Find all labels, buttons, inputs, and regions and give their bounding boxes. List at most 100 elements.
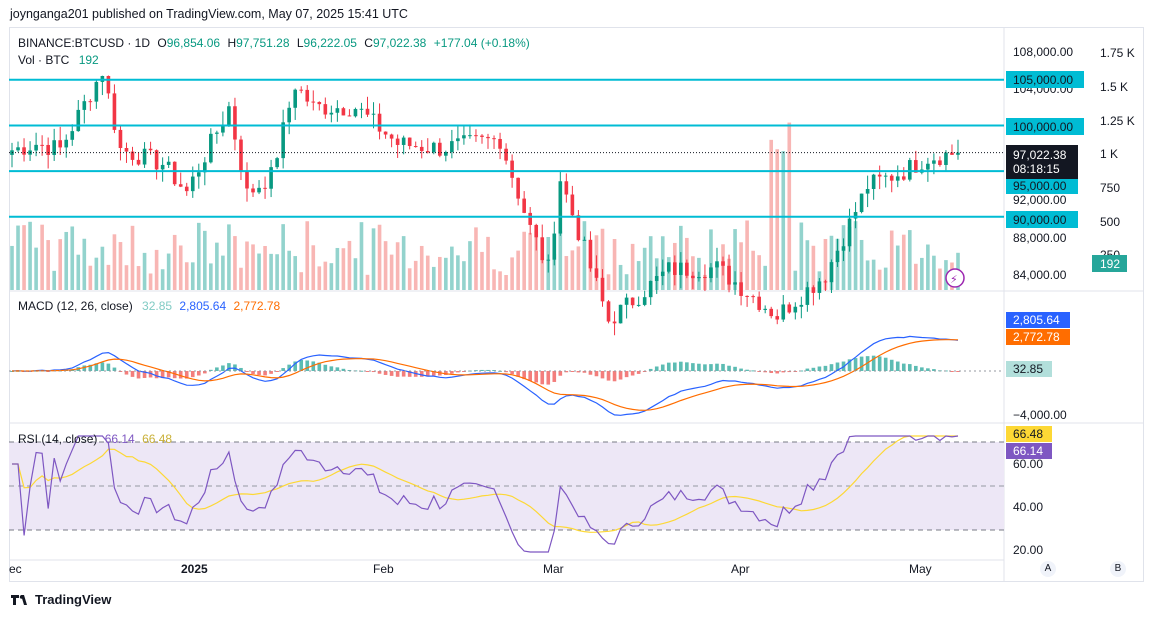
candle-body <box>679 262 683 275</box>
volume-bar <box>492 269 496 290</box>
candle-body <box>335 108 340 113</box>
candle-body <box>112 93 117 130</box>
macd-title[interactable]: MACD (12, 26, close) <box>18 299 133 313</box>
candle-body <box>305 89 310 102</box>
volume-bar <box>269 253 273 290</box>
candle-body <box>944 152 948 165</box>
lightning-icon[interactable] <box>945 268 965 288</box>
candle-body <box>853 212 858 219</box>
macd-hist-bar <box>178 371 183 379</box>
volume-bar <box>365 274 370 290</box>
candle-body <box>474 135 478 137</box>
macd-hist-bar <box>666 362 671 371</box>
tradingview-logo[interactable]: TradingView <box>10 592 111 607</box>
candle-body <box>70 131 75 140</box>
candle-body <box>154 150 159 170</box>
macd-hist-bar <box>799 370 804 372</box>
level-tag-95000 <box>1006 177 1078 194</box>
candle-body <box>895 176 900 181</box>
macd-hist-bar <box>715 363 719 371</box>
candle-body <box>883 175 888 177</box>
open-value: 96,854.06 <box>166 36 221 50</box>
candle-body <box>209 133 213 163</box>
volume-bar <box>606 274 611 290</box>
candle-body <box>389 134 394 139</box>
volume-bar <box>576 246 581 290</box>
macd-hist-bar <box>263 371 267 376</box>
macd-hist-bar <box>636 371 641 374</box>
macd-hist-bar <box>94 363 99 371</box>
macd-hist-bar <box>781 371 786 373</box>
volume-tick: 1.25 K <box>1100 114 1135 128</box>
candle-body <box>196 172 201 177</box>
macd-hist-bar <box>431 371 436 376</box>
macd-hist-bar <box>142 371 147 378</box>
volume-bar <box>299 272 304 290</box>
auto-scale-button[interactable]: A <box>1040 561 1056 577</box>
candle-body <box>745 295 749 297</box>
volume-bar <box>799 222 804 290</box>
candle-body <box>438 142 442 156</box>
candle-body <box>847 218 852 247</box>
rsi-ma-tag <box>1006 426 1052 442</box>
candle-body <box>516 177 520 199</box>
volume-bar <box>34 247 38 290</box>
candle-body <box>251 188 255 193</box>
volume-bar <box>142 252 147 290</box>
candle-body <box>462 135 466 139</box>
candle-body <box>715 261 719 268</box>
volume-bar <box>474 227 478 290</box>
horizontal-levels[interactable] <box>9 78 1004 218</box>
open-label: O <box>157 36 167 50</box>
candle-body <box>395 138 400 145</box>
candle-body <box>685 262 689 276</box>
macd-hist-bar <box>648 368 653 371</box>
macd-hist-bar <box>835 362 840 371</box>
volume-bar <box>636 261 641 290</box>
volume-bar <box>600 228 605 290</box>
volume-bar <box>40 224 44 290</box>
candle-body <box>281 122 285 159</box>
volume-bar <box>889 230 894 290</box>
macd-hist-bar <box>323 364 328 371</box>
candle-body <box>401 137 406 145</box>
macd-hist-value: 32.85 <box>142 299 173 313</box>
volume-bar <box>215 242 219 290</box>
candle-body <box>889 175 894 181</box>
candle-body <box>480 135 484 137</box>
macd-hist-bar <box>805 368 810 371</box>
macd-hist-bar <box>672 362 677 371</box>
candle-body <box>865 189 870 194</box>
volume-bar <box>450 246 454 290</box>
volume-bar <box>239 267 243 290</box>
candle-body <box>287 107 291 123</box>
candle-body <box>166 161 171 165</box>
candle-body <box>46 144 50 155</box>
macd-hist-bar <box>245 371 249 372</box>
log-scale-button[interactable]: B <box>1110 561 1126 577</box>
volume-label[interactable]: Vol · BTC <box>18 53 70 67</box>
candle-body <box>938 160 942 165</box>
macd-hist-bar <box>739 368 743 371</box>
macd-line <box>11 335 959 416</box>
volume-bar <box>335 247 340 290</box>
candle-body <box>317 102 322 105</box>
price-tick: 88,000.00 <box>1013 231 1067 245</box>
macd-hist-bar <box>546 371 551 385</box>
rsi-axis-tick: 40.00 <box>1013 500 1043 514</box>
rsi-title[interactable]: RSI (14, close) <box>18 432 98 446</box>
symbol-name[interactable]: BINANCE:BTCUSD · 1D <box>18 36 151 50</box>
volume-bar <box>612 239 617 290</box>
macd-hist-bar <box>618 371 623 380</box>
volume-bars <box>10 122 960 291</box>
macd-hist-bar <box>685 362 689 371</box>
candle-body <box>184 186 189 192</box>
macd-hist-bar <box>221 365 225 371</box>
macd-hist-bar <box>480 369 484 371</box>
rsi-axis-tick: 60.00 <box>1013 457 1043 471</box>
macd-hist-bar <box>914 365 918 371</box>
macd-hist-bar <box>251 371 255 374</box>
candle-body <box>769 308 774 317</box>
macd-hist-bar <box>10 371 14 372</box>
